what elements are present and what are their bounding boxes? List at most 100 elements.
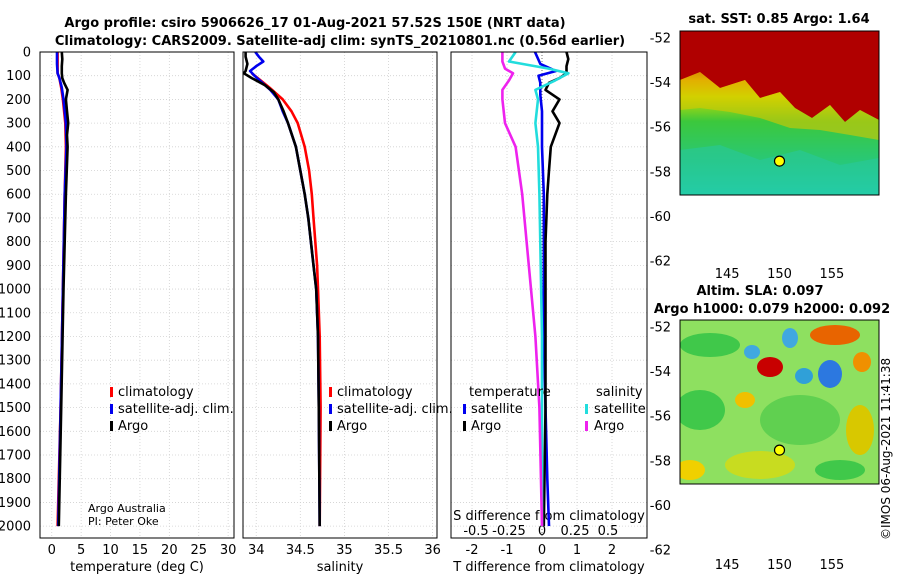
sla-blob [760, 395, 840, 445]
sla-blob [735, 392, 755, 408]
depth-tick-label: 1700 [0, 449, 31, 464]
sla-blob [815, 460, 865, 480]
depth-tick-label: 900 [6, 259, 31, 274]
panel-frame [39, 51, 235, 539]
sla-blob [757, 357, 783, 377]
sst-warm-region [680, 31, 879, 122]
x-tick-label: 34 [248, 543, 265, 558]
legend-label-satellite: satellite-adj. clim. [118, 402, 234, 417]
legend-label-argo: Argo [337, 419, 367, 434]
map-lat-label: -56 [650, 410, 671, 425]
sla-map: Altim. SLA: 0.097 Argo h1000: 0.079 h200… [650, 284, 890, 573]
map-lat-label: -52 [650, 321, 671, 336]
sla-blob [680, 333, 740, 357]
sla-blob [680, 460, 705, 480]
map-lon-label: 155 [819, 267, 844, 282]
series-line-s-satellite [507, 51, 570, 527]
depth-tick-label: 1800 [0, 472, 31, 487]
legend-salinity: climatology satellite-adj. clim. Argo [329, 385, 453, 434]
x-tick-label: 25 [190, 543, 207, 558]
sla-blob [725, 451, 795, 479]
map-lon-label: 155 [819, 558, 844, 573]
x-tick-label: 5 [77, 543, 85, 558]
x-tick-label: 20 [161, 543, 178, 558]
depth-tick-label: 1500 [0, 401, 31, 416]
legend-temperature-title: temperature [469, 385, 551, 400]
depth-tick-label: 500 [6, 164, 31, 179]
depth-tick-label: 100 [6, 69, 31, 84]
map-lat-label: -62 [650, 544, 671, 559]
map-lat-label: -58 [650, 165, 671, 180]
sst-map-frame [679, 30, 880, 196]
legend-label-satellite: satellite-adj. clim. [337, 402, 453, 417]
map-lat-label: -54 [650, 76, 671, 91]
credit-line2: PI: Peter Oke [88, 515, 159, 528]
legend-swatch-argo [329, 421, 332, 431]
x-tick-label: -1 [501, 543, 514, 558]
legend-swatch-t-argo [463, 421, 466, 431]
s-tick-label: -0.25 [492, 524, 526, 539]
sla-blob [853, 352, 871, 372]
sst-float-marker [773, 155, 786, 167]
depth-tick-label: 1000 [0, 283, 31, 298]
map-lat-label: -56 [650, 121, 671, 136]
panel-frame [450, 51, 648, 539]
panel-frame [242, 51, 438, 539]
credit-line1: Argo Australia [88, 502, 166, 515]
depth-tick-label: 400 [6, 140, 31, 155]
s-tick-label: 0.25 [561, 524, 590, 539]
depth-tick-label: 1200 [0, 330, 31, 345]
legend-label-t-argo: Argo [471, 419, 501, 434]
map-lon-label: 145 [715, 558, 740, 573]
depth-tick-label: 1900 [0, 496, 31, 511]
s-tick-label: 0.5 [598, 524, 619, 539]
legend-swatch-s-argo [585, 421, 588, 431]
profile-panel-temperature-profile: 0 5 10 15 20 25 30 temperature (deg C) [39, 51, 237, 575]
sst-map-title: sat. SST: 0.85 Argo: 1.64 [688, 12, 869, 27]
x-tick-label: 1 [573, 543, 581, 558]
map-lon-label: 150 [767, 558, 792, 573]
sla-map-title1: Altim. SLA: 0.097 [697, 284, 824, 299]
series-line-argo [242, 52, 321, 527]
depth-tick-label: 300 [6, 117, 31, 132]
map-lon-label: 150 [767, 267, 792, 282]
legend-salinity-title: salinity [596, 385, 643, 400]
depth-tick-label: 800 [6, 235, 31, 250]
legend-difference: temperature satellite Argo salinity sate… [463, 385, 646, 434]
x-tick-label: 15 [132, 543, 149, 558]
x-tick-label: -2 [466, 543, 479, 558]
sst-cold-region [680, 145, 879, 195]
map-lat-label: -60 [650, 210, 671, 225]
legend-swatch-climatology [110, 387, 113, 397]
x-tick-label: 30 [220, 543, 237, 558]
sla-map-frame [679, 319, 880, 485]
title-line2: Climatology: CARS2009. Satellite-adj cli… [55, 34, 625, 49]
sla-blob [818, 360, 842, 388]
legend-label-t-satellite: satellite [471, 402, 523, 417]
sla-blob [680, 390, 725, 430]
series-line-climatology [250, 72, 322, 527]
series-line-t-argo [542, 51, 570, 527]
sla-blob [795, 368, 813, 384]
legend-label-argo: Argo [118, 419, 148, 434]
sla-blob [744, 345, 760, 359]
series-line-s-argo [501, 52, 544, 527]
sla-float-marker [773, 444, 786, 456]
x-tick-label: 36 [424, 543, 441, 558]
profile-panel-salinity-profile: 34 34.5 35 35.5 36 salinity [242, 51, 441, 575]
depth-tick-label: 600 [6, 188, 31, 203]
depth-tick-label: 1600 [0, 425, 31, 440]
x-tick-label: 0 [538, 543, 546, 558]
x-tick-label: 0 [48, 543, 56, 558]
legend-swatch-t-satellite [463, 404, 466, 414]
depth-tick-label: 700 [6, 211, 31, 226]
s-tick-label: -0.5 [463, 524, 488, 539]
legend-label-s-satellite: satellite [594, 402, 646, 417]
depth-tick-label: 0 [23, 46, 31, 61]
legend-swatch-argo [110, 421, 113, 431]
depth-tick-label: 2000 [0, 520, 31, 535]
map-lat-label: -54 [650, 365, 671, 380]
legend-swatch-s-satellite [585, 404, 588, 414]
sst-map: sat. SST: 0.85 Argo: 1.64 -52 -54 -56 -58 -6… [650, 12, 880, 282]
legend-swatch-satellite [329, 404, 332, 414]
